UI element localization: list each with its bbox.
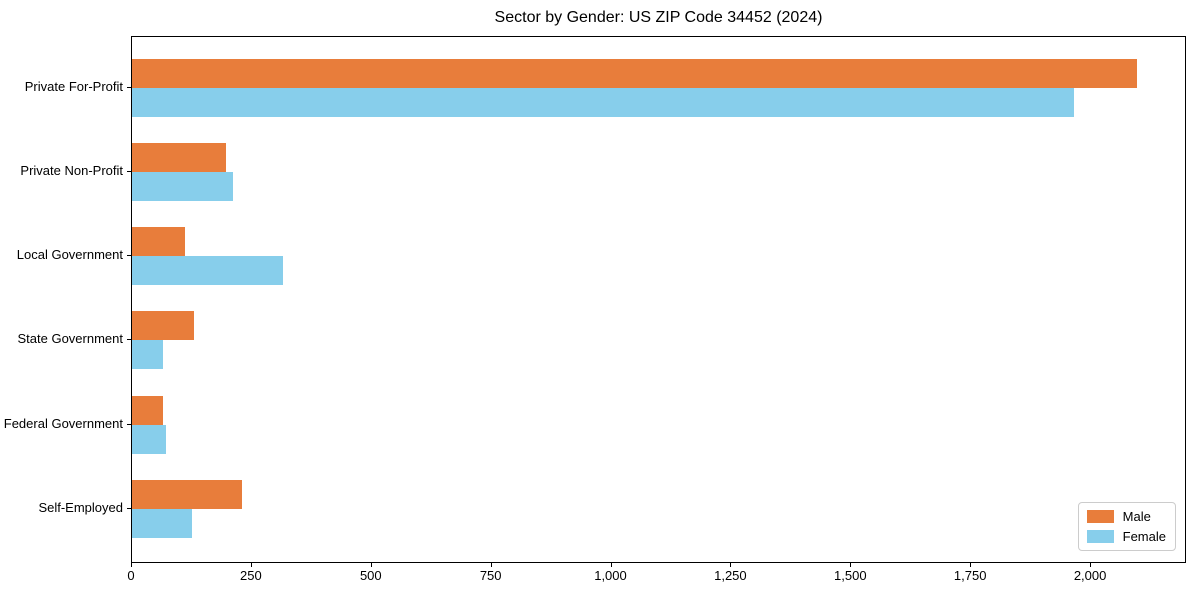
- y-tick-mark: [127, 339, 131, 341]
- bar-male-state-government: [132, 311, 195, 341]
- x-tick-mark: [131, 563, 132, 567]
- legend: Male Female: [1077, 502, 1176, 551]
- x-tick-label-1750: 1,750: [953, 568, 987, 583]
- legend-entry-male: Male: [1086, 509, 1166, 524]
- bar-male-federal-government: [132, 395, 164, 425]
- x-tick-label-500: 500: [359, 568, 382, 583]
- legend-label-male: Male: [1122, 509, 1151, 524]
- chart-title: Sector by Gender: US ZIP Code 34452 (202…: [494, 9, 823, 26]
- bar-male-private-non-profit: [132, 143, 226, 173]
- y-tick-label-self-employed: Self-Employed: [38, 499, 123, 515]
- y-tick-label-state-government: State Government: [17, 331, 124, 347]
- y-tick-label-private-for-profit: Private For-Profit: [24, 79, 123, 94]
- x-tick-mark: [370, 563, 372, 567]
- bar-female-private-for-profit: [132, 88, 1075, 117]
- x-tick-label-2000: 2,000: [1073, 568, 1107, 583]
- legend-swatch-male: [1086, 510, 1114, 523]
- bar-female-local-government: [132, 256, 284, 286]
- x-tick-mark: [1090, 563, 1092, 567]
- y-tick-label-federal-government: Federal Government: [3, 415, 123, 431]
- x-tick-mark: [730, 563, 732, 567]
- x-tick-mark: [610, 563, 612, 567]
- legend-label-female: Female: [1122, 529, 1166, 544]
- bar-female-private-non-profit: [132, 172, 233, 202]
- y-tick-mark: [127, 507, 131, 509]
- bar-male-local-government: [132, 227, 185, 257]
- bar-female-federal-government: [132, 424, 166, 454]
- x-tick-label-1500: 1,500: [834, 568, 867, 583]
- y-tick-label-private-non-profit: Private Non-Profit: [20, 163, 123, 179]
- x-tick-label-250: 250: [240, 568, 262, 583]
- y-tick-mark: [127, 423, 131, 425]
- plot-area: Male Female: [131, 36, 1186, 563]
- x-tick-label-0: 0: [127, 568, 135, 583]
- legend-entry-female: Female: [1086, 529, 1166, 544]
- y-tick-mark: [127, 255, 131, 257]
- x-tick-mark: [250, 563, 252, 567]
- bar-male-private-for-profit: [132, 59, 1137, 88]
- x-tick-label-750: 750: [479, 568, 502, 583]
- y-tick-mark: [127, 171, 131, 173]
- legend-swatch-female: [1086, 530, 1114, 543]
- x-tick-mark: [970, 563, 972, 567]
- bar-male-self-employed: [132, 479, 243, 509]
- bar-female-state-government: [132, 340, 164, 370]
- y-tick-label-local-government: Local Government: [16, 247, 123, 263]
- x-tick-label-1000: 1,000: [594, 568, 627, 583]
- y-tick-mark: [127, 87, 131, 88]
- x-tick-label-1250: 1,250: [714, 568, 747, 583]
- x-tick-mark: [850, 563, 852, 567]
- x-tick-mark: [490, 563, 492, 567]
- bar-female-self-employed: [132, 508, 192, 538]
